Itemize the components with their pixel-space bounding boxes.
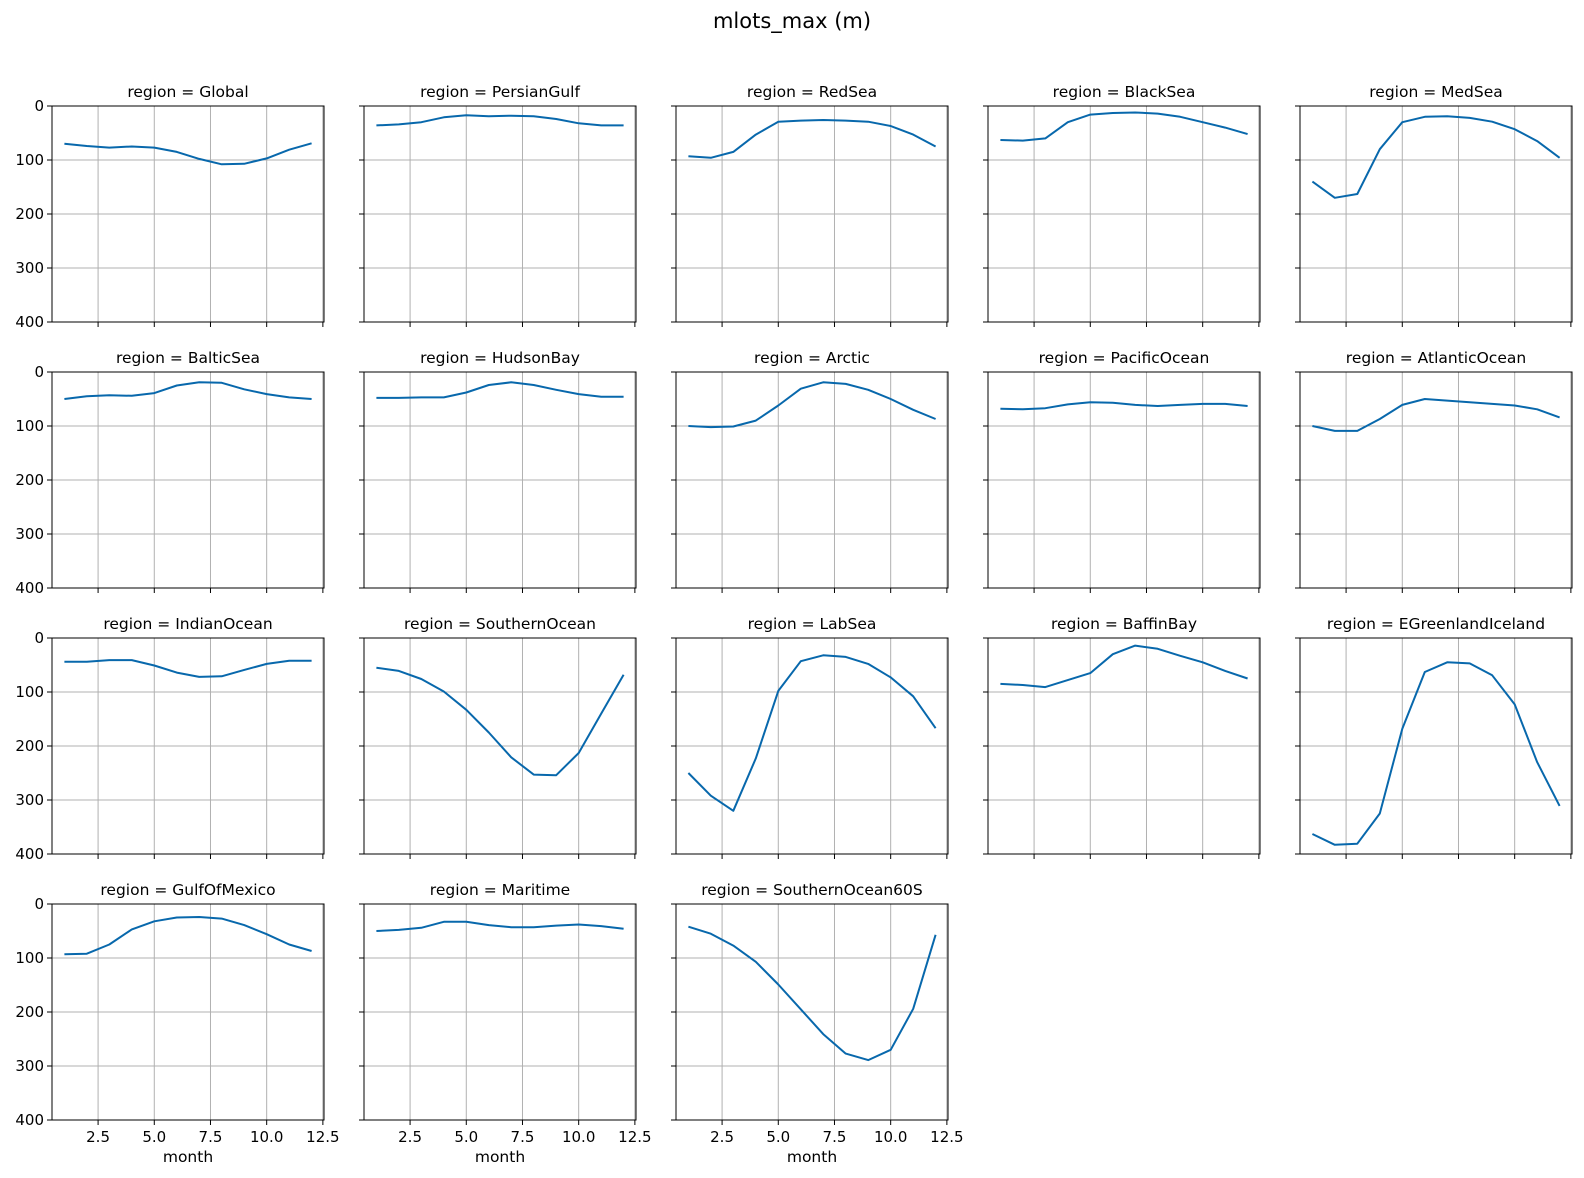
- y-tick-label: 300: [15, 791, 44, 809]
- panel-title: region = Global: [127, 83, 248, 101]
- panel-BaffinBay: region = BaffinBay: [983, 615, 1261, 859]
- y-tick-label: 300: [15, 525, 44, 543]
- panel-GulfOfMexico: region = GulfOfMexico 0 100 200 300 400 2.5 5.0…: [15, 881, 339, 1166]
- y-tick-label: 400: [15, 845, 44, 863]
- x-tick-label: 5.0: [454, 1128, 478, 1146]
- panel-BlackSea: region = BlackSea: [983, 83, 1261, 327]
- panel-PacificOcean: region = PacificOcean: [983, 349, 1261, 593]
- panel-BalticSea: region = BalticSea 0 100 200 300 400: [15, 349, 325, 597]
- panel-SouthernOcean60S: region = SouthernOcean60S 2.5 5.0 7.5 10.0 12…: [671, 881, 964, 1166]
- y-tick-label: 300: [15, 1057, 44, 1075]
- y-tick-label: 200: [15, 205, 44, 223]
- y-tick-label: 0: [34, 363, 44, 381]
- x-tick-label: 10.0: [250, 1128, 283, 1146]
- y-tick-label: 200: [15, 1003, 44, 1021]
- y-tick-label: 100: [15, 683, 44, 701]
- y-tick-label: 400: [15, 1111, 44, 1129]
- panel-title: region = IndianOcean: [103, 615, 272, 633]
- series-line-MedSea: [1311, 115, 1561, 199]
- panel-title: region = AtlanticOcean: [1346, 349, 1526, 367]
- x-tick-label: 2.5: [398, 1128, 422, 1146]
- x-tick-label: 7.5: [823, 1128, 847, 1146]
- panel-PersianGulf: region = PersianGulf: [359, 83, 637, 327]
- series-line-LabSea: [687, 654, 937, 812]
- panel-AtlanticOcean: region = AtlanticOcean: [1295, 349, 1573, 593]
- x-axis-label: month: [787, 1148, 837, 1166]
- y-tick-label: 200: [15, 471, 44, 489]
- series-line-BlackSea: [1000, 111, 1248, 142]
- y-tick-label: 100: [15, 151, 44, 169]
- series-line-BaffinBay: [1000, 644, 1248, 689]
- series-line-IndianOcean: [64, 659, 312, 678]
- panel-title: region = PacificOcean: [1039, 349, 1210, 367]
- panel-title: region = Maritime: [430, 881, 570, 899]
- y-tick-label: 200: [15, 737, 44, 755]
- series-line-RedSea: [688, 119, 937, 159]
- x-tick-label: 2.5: [86, 1128, 110, 1146]
- figure-title: mlots_max (m): [713, 9, 871, 34]
- panel-title: region = MedSea: [1369, 83, 1502, 101]
- panel-title: region = BalticSea: [116, 349, 260, 367]
- panel-LabSea: region = LabSea: [671, 615, 949, 859]
- x-tick-label: 10.0: [874, 1128, 907, 1146]
- x-axis-label: month: [475, 1148, 525, 1166]
- x-tick-label: 5.0: [142, 1128, 166, 1146]
- panel-title: region = SouthernOcean: [404, 615, 596, 633]
- y-tick-label: 0: [34, 895, 44, 913]
- x-tick-label: 5.0: [766, 1128, 790, 1146]
- series-line-Global: [64, 142, 312, 166]
- panel-EGreenlandIceland: region = EGreenlandIceland: [1295, 615, 1573, 859]
- series-line-PersianGulf: [376, 114, 624, 127]
- panel-title: region = SouthernOcean60S: [701, 881, 923, 899]
- x-tick-label: 7.5: [511, 1128, 535, 1146]
- y-tick-label: 400: [15, 579, 44, 597]
- panel-Arctic: region = Arctic: [671, 349, 949, 593]
- panel-RedSea: region = RedSea: [671, 83, 949, 327]
- panel-title: region = BaffinBay: [1051, 615, 1197, 633]
- panel-title: region = BlackSea: [1053, 83, 1196, 101]
- y-tick-label: 300: [15, 259, 44, 277]
- y-tick-label: 400: [15, 313, 44, 331]
- series-line-HudsonBay: [376, 381, 624, 399]
- panel-title: region = GulfOfMexico: [100, 881, 275, 899]
- series-line-PacificOcean: [1000, 401, 1248, 411]
- series-line-AtlanticOcean: [1312, 398, 1560, 432]
- panel-SouthernOcean: region = SouthernOcean: [359, 615, 637, 859]
- y-tick-label: 100: [15, 417, 44, 435]
- series-line-Maritime: [376, 920, 624, 932]
- y-tick-label: 0: [34, 629, 44, 647]
- series-line-GulfOfMexico: [64, 916, 312, 956]
- x-tick-label: 10.0: [562, 1128, 595, 1146]
- series-line-BalticSea: [64, 381, 312, 400]
- panel-MedSea: region = MedSea: [1295, 83, 1573, 327]
- panel-title: region = HudsonBay: [420, 349, 580, 367]
- x-axis-label: month: [163, 1148, 213, 1166]
- x-tick-label: 7.5: [199, 1128, 223, 1146]
- x-tick-label: 12.5: [306, 1128, 339, 1146]
- panel-title: region = EGreenlandIceland: [1327, 615, 1545, 633]
- panel-IndianOcean: region = IndianOcean 0 100 200 300 400: [15, 615, 325, 863]
- y-tick-label: 100: [15, 949, 44, 967]
- panel-Global: region = Global 0 100 200 300 400: [15, 83, 325, 331]
- x-tick-label: 2.5: [710, 1128, 734, 1146]
- panel-HudsonBay: region = HudsonBay: [359, 349, 637, 593]
- facet-grid: region = Global 0 100 200 300 400 region = Per…: [15, 83, 1573, 1166]
- y-tick-label: 0: [34, 97, 44, 115]
- panel-title: region = LabSea: [748, 615, 877, 633]
- panel-title: region = PersianGulf: [420, 83, 580, 101]
- x-tick-label: 12.5: [930, 1128, 963, 1146]
- series-line-SouthernOcean: [376, 666, 625, 777]
- x-tick-label: 12.5: [618, 1128, 651, 1146]
- panel-title: region = RedSea: [747, 83, 877, 101]
- series-line-Arctic: [688, 381, 936, 429]
- panel-title: region = Arctic: [754, 349, 870, 367]
- series-line-EGreenlandIceland: [1311, 661, 1561, 846]
- panel-Maritime: region = Maritime 2.5 5.0 7.5 10.0 12.5 month: [359, 881, 652, 1166]
- series-line-SouthernOcean60S: [688, 925, 937, 1062]
